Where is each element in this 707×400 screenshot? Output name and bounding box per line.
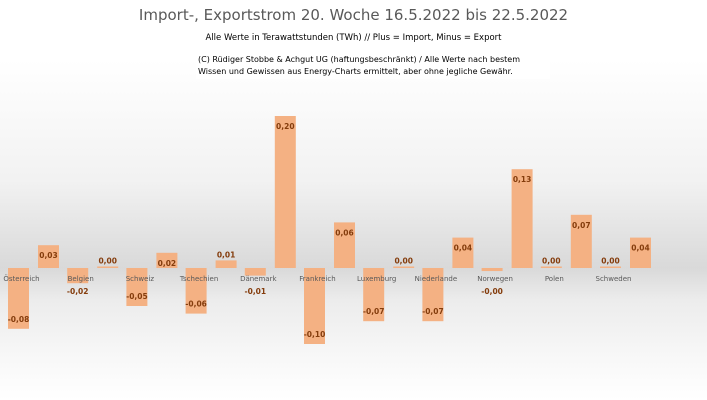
data-label: 0,02 — [158, 259, 177, 268]
data-label: 0,03 — [39, 251, 58, 260]
category-label: Frankreich — [299, 275, 335, 283]
chart-title: Import-, Exportstrom 20. Woche 16.5.2022… — [138, 6, 569, 24]
bar-import — [393, 266, 415, 268]
chart-subtitle: Alle Werte in Terawattstunden (TWh) // P… — [205, 33, 502, 43]
category-label: Tschechien — [179, 275, 218, 283]
data-label: 0,00 — [542, 257, 561, 266]
bar-import — [97, 266, 119, 268]
data-label: -0,07 — [363, 307, 385, 316]
bar-import — [452, 237, 474, 268]
bar-import — [630, 237, 651, 268]
bar-export — [540, 266, 562, 268]
category-label: Schweden — [596, 275, 632, 283]
bar-import — [156, 252, 178, 268]
bar-import — [38, 245, 59, 268]
bar-export — [126, 268, 148, 306]
data-label: -0,07 — [422, 307, 444, 316]
data-label: 0,07 — [572, 221, 591, 230]
data-label: -0,06 — [185, 300, 207, 309]
category-label: Dänemark — [240, 275, 277, 283]
bar-import — [511, 169, 533, 268]
bar-export — [422, 268, 444, 322]
data-label: -0,02 — [67, 287, 89, 296]
data-label: -0,01 — [244, 287, 266, 296]
category-label: Schweiz — [126, 275, 155, 283]
data-label: -0,10 — [304, 330, 326, 339]
bar-import — [274, 116, 296, 268]
data-label: 0,00 — [394, 257, 413, 266]
data-label: 0,04 — [454, 244, 473, 253]
bar-export — [8, 268, 29, 329]
bar-export — [363, 268, 385, 322]
copyright-note: (C) Rüdiger Stobbe & Achgut UG (haftungs… — [196, 53, 550, 79]
data-label: 0,06 — [335, 228, 354, 237]
bar-import — [334, 222, 355, 268]
category-label: Belgien — [68, 275, 94, 283]
category-label: Polen — [545, 275, 564, 283]
data-label: 0,13 — [513, 175, 532, 184]
bar-export — [185, 268, 207, 314]
data-label: -0,00 — [481, 287, 503, 296]
data-label: 0,04 — [631, 244, 650, 253]
data-label: -0,08 — [8, 315, 30, 324]
category-label: Österreich — [3, 274, 39, 283]
data-label: 0,00 — [601, 257, 620, 266]
bar-export — [600, 266, 621, 268]
bar-export — [481, 268, 503, 272]
bar-export — [244, 268, 266, 276]
data-label: 0,01 — [217, 250, 236, 259]
category-label: Niederlande — [415, 275, 458, 283]
category-label: Luxemburg — [357, 275, 396, 283]
bar-import — [570, 214, 592, 268]
category-label: Norwegen — [477, 275, 513, 283]
data-label: 0,00 — [98, 256, 117, 265]
bar-import — [215, 260, 237, 268]
data-label: 0,20 — [276, 122, 295, 131]
bar-export — [304, 268, 325, 344]
bar-export — [67, 268, 89, 284]
data-label: -0,05 — [126, 292, 148, 301]
